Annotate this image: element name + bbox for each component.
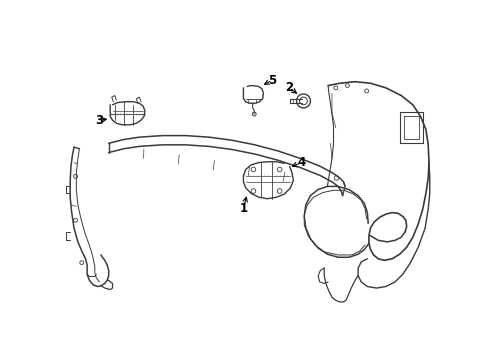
Text: 5: 5: [268, 74, 276, 87]
Text: 4: 4: [297, 156, 305, 169]
Text: 1: 1: [239, 202, 247, 215]
Text: 3: 3: [96, 114, 103, 127]
Text: 2: 2: [286, 81, 294, 94]
